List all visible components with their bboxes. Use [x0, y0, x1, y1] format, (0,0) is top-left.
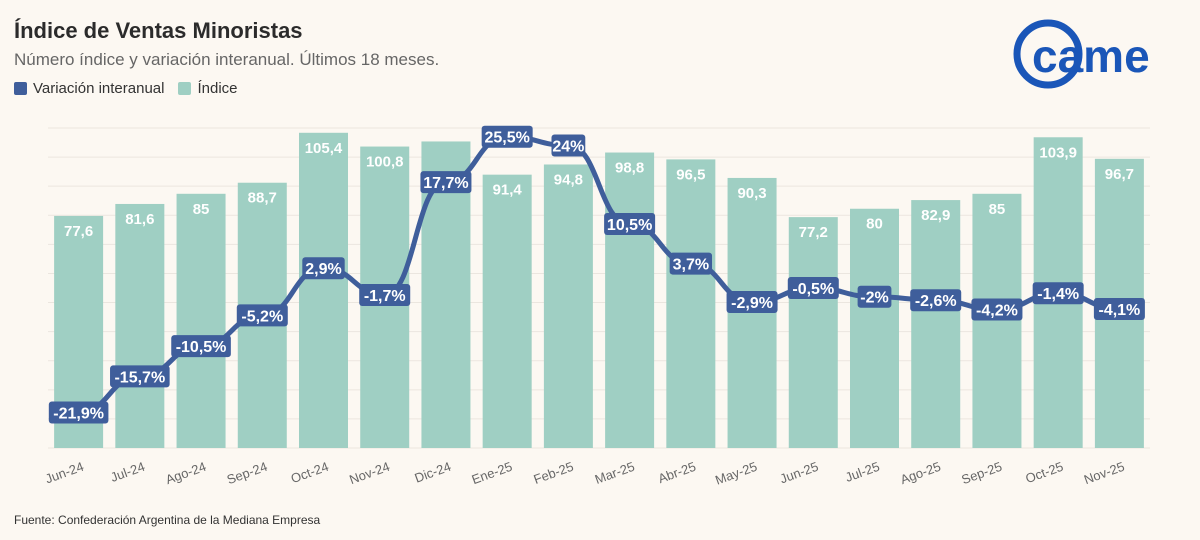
x-tick-label: Oct-24	[289, 459, 331, 486]
bar-data-label: 91,4	[493, 182, 523, 199]
bar-data-label: 90,3	[737, 185, 766, 202]
bar[interactable]	[299, 132, 348, 449]
line-data-label: -1,4%	[1037, 286, 1079, 303]
line-data-label: -15,7%	[114, 369, 165, 386]
line-data-label-bg	[787, 277, 839, 299]
x-tick-label: Nov-24	[347, 459, 392, 487]
bar[interactable]	[911, 200, 961, 448]
legend-item-variacion[interactable]: Variación interanual	[14, 80, 164, 97]
chart-subtitle: Número índice y variación interanual. Úl…	[14, 50, 440, 69]
x-tick-label: May-25	[713, 459, 759, 488]
line-data-label: 24%	[552, 138, 584, 155]
line-data-label-bg	[669, 252, 713, 275]
legend-item-indice[interactable]: Índice	[178, 80, 238, 97]
line-data-label-bg	[551, 134, 586, 157]
line-data-label: -21,9%	[53, 406, 104, 423]
bar-data-label: 103,9	[1039, 144, 1077, 161]
line-data-label-bg	[110, 365, 170, 388]
bar-data-label: 88,7	[248, 190, 277, 207]
line-data-label-bg	[481, 125, 533, 148]
logo-ring	[1013, 19, 1083, 89]
bar-data-label: 81,6	[125, 211, 154, 228]
bar[interactable]	[482, 174, 532, 448]
bar-data-label: 100,8	[366, 154, 404, 171]
x-tick-label: Jul-25	[843, 459, 881, 485]
x-tick-label: Abr-25	[656, 459, 698, 486]
line-data-label-bg	[971, 298, 1023, 321]
bar[interactable]	[788, 217, 838, 448]
line-data-label: -5,2%	[241, 308, 283, 325]
line-data-label-bg	[236, 304, 288, 327]
bar[interactable]	[850, 208, 899, 448]
bar-data-label: 80	[866, 216, 883, 233]
bar[interactable]	[727, 177, 777, 449]
line-data-label: -0,5%	[792, 281, 834, 298]
bar-data-label: 98,8	[615, 160, 644, 177]
line-data-label-bg	[420, 171, 472, 194]
legend-label-variacion: Variación interanual	[33, 80, 165, 97]
line-data-label: -2,6%	[915, 293, 957, 310]
bar-data-label: 77,2	[799, 224, 828, 241]
line-data-label: 2,9%	[305, 261, 341, 278]
line-data-label: -1,7%	[364, 288, 406, 305]
x-tick-label: Oct-25	[1023, 459, 1065, 486]
x-tick-label: Mar-25	[593, 459, 637, 487]
line-data-label: -4,1%	[1098, 302, 1140, 319]
legend-swatch-bar	[178, 82, 192, 95]
line-data-label-bg	[359, 283, 411, 306]
line-data-label-bg	[910, 289, 962, 312]
x-tick-label: Jul-24	[108, 459, 146, 485]
legend-label-indice: Índice	[197, 80, 238, 97]
x-tick-label: Ago-25	[898, 459, 943, 487]
came-logo: came	[1013, 19, 1150, 89]
line-data-label-bg	[857, 285, 892, 308]
line-data-label-bg	[1032, 282, 1084, 305]
bar[interactable]	[543, 164, 593, 449]
line-data-label-bg	[726, 290, 778, 313]
bar[interactable]	[605, 152, 655, 448]
bar[interactable]	[666, 159, 716, 449]
bar-data-label: 85	[193, 201, 210, 218]
line-data-label-bg	[171, 335, 231, 358]
bar[interactable]	[115, 203, 165, 448]
source-note: Fuente: Confederación Argentina de la Me…	[14, 513, 321, 527]
bar-data-label: 85	[989, 201, 1006, 218]
chart-title: Índice de Ventas Minoristas	[14, 18, 303, 43]
series-line-variacion[interactable]	[76, 134, 1122, 416]
x-tick-label: Jun-25	[778, 459, 820, 487]
x-tick-label: Jun-24	[43, 459, 85, 487]
bar-data-label: 77,6	[64, 223, 93, 240]
line-data-label-bg	[302, 257, 345, 280]
bar-data-label: 96,7	[1105, 166, 1134, 183]
x-tick-label: Ene-25	[470, 459, 515, 487]
bar-data-label: 105,4	[305, 140, 343, 157]
line-data-label: 17,7%	[423, 175, 468, 192]
legend: Variación interanual Índice	[14, 80, 238, 97]
line-data-label-bg	[1093, 297, 1145, 320]
bar[interactable]	[972, 193, 1022, 448]
bar[interactable]	[176, 193, 226, 448]
x-tick-label: Feb-25	[532, 459, 576, 487]
line-data-label: -10,5%	[176, 339, 227, 356]
line-data-label-bg	[48, 401, 109, 424]
line-data-label: -4,2%	[976, 303, 1018, 320]
line-data-label-bg	[604, 213, 656, 235]
x-tick-label: Sep-25	[959, 459, 1004, 487]
legend-swatch-line	[14, 82, 27, 95]
bar-data-label: 96,5	[676, 166, 705, 183]
line-data-label: 10,5%	[607, 217, 652, 234]
line-data-label: 3,7%	[673, 257, 709, 274]
bar-data-label: 94,8	[554, 171, 583, 188]
x-tick-label: Dic-24	[413, 459, 453, 486]
logo-wordmark: came	[1032, 30, 1150, 82]
x-tick-label: Sep-24	[225, 459, 270, 487]
x-tick-label: Nov-25	[1082, 459, 1127, 487]
line-data-label: 25,5%	[484, 130, 529, 147]
line-data-label: -2,9%	[731, 295, 773, 312]
x-tick-label: Ago-24	[164, 459, 209, 487]
bar-data-label: 82,9	[921, 207, 950, 224]
line-data-label: -2%	[860, 290, 888, 307]
